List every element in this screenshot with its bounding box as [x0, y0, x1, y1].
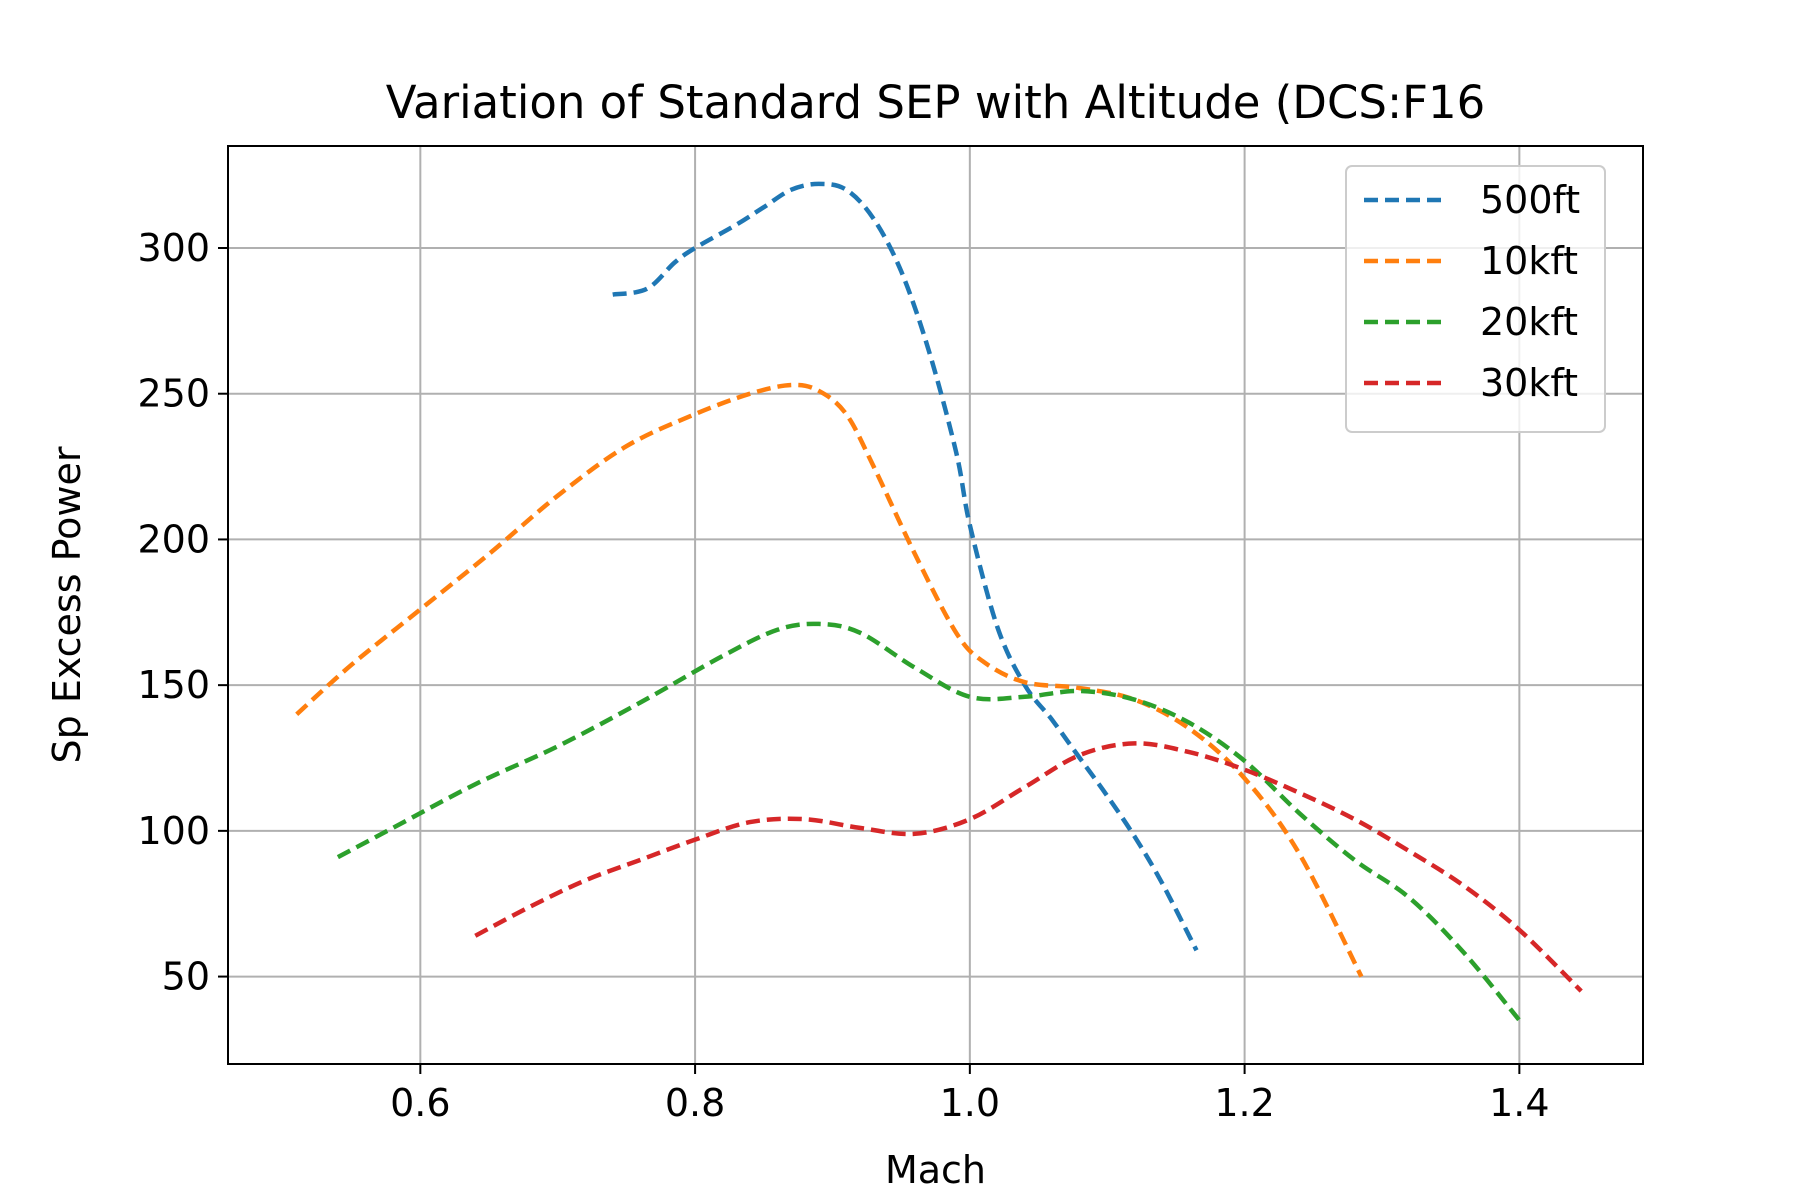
legend: 500ft 10kft 20kft 30kft — [1345, 165, 1606, 433]
series-layer — [295, 181, 1583, 1022]
legend-label-500ft: 500ft — [1480, 178, 1580, 222]
legend-label-20kft: 20kft — [1480, 300, 1578, 344]
x-tick-label: 1.2 — [1214, 1081, 1274, 1125]
x-tick-label: 1.4 — [1489, 1081, 1549, 1125]
x-tick-label: 1.0 — [940, 1081, 1000, 1125]
y-axis-title: Sp Excess Power — [45, 446, 89, 763]
y-tick-label: 50 — [162, 955, 210, 999]
series-line-20kft — [336, 621, 1522, 1022]
y-tick-label: 250 — [137, 372, 210, 416]
series-line-30kft — [474, 741, 1583, 993]
plot-frame — [227, 145, 1644, 1065]
legend-box — [1345, 165, 1606, 433]
x-axis-title: Mach — [885, 1148, 986, 1192]
legend-label-30kft: 30kft — [1480, 361, 1578, 405]
y-tick-label: 100 — [137, 809, 210, 853]
series-line-500ft — [612, 181, 1199, 952]
x-tick-label: 0.6 — [390, 1081, 450, 1125]
legend-label-10kft: 10kft — [1480, 239, 1578, 283]
x-tick-label: 0.8 — [665, 1081, 725, 1125]
y-tick-label: 150 — [137, 663, 210, 707]
y-tick-label: 300 — [137, 226, 210, 270]
y-tick-label: 200 — [137, 517, 210, 561]
chart-title: Variation of Standard SEP with Altitude … — [386, 76, 1486, 129]
series-line-10kft — [295, 382, 1364, 978]
tick-layer: 0.6 0.8 1.0 1.2 1.4 50 100 150 200 250 300 — [137, 226, 1549, 1125]
